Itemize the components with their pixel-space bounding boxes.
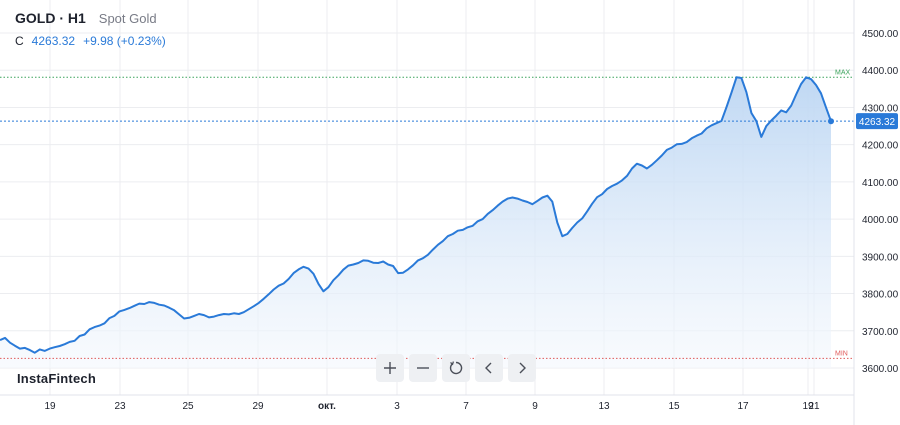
price-tick-label: 3600.00 xyxy=(862,364,899,375)
scroll-left-button[interactable] xyxy=(475,354,503,382)
time-tick-label: 21 xyxy=(808,401,820,412)
time-tick-label: 29 xyxy=(252,401,264,412)
time-tick-label: 13 xyxy=(598,401,610,412)
last-price-label: 4263.32 xyxy=(859,117,896,128)
price-line xyxy=(0,76,832,354)
symbol-label[interactable]: GOLD · H1 xyxy=(15,10,86,26)
minus-icon xyxy=(417,367,429,369)
zoom-out-button[interactable] xyxy=(409,354,437,382)
chart-overlays: MAX MIN 4263.32 xyxy=(828,69,898,357)
time-tick-label: 15 xyxy=(668,401,680,412)
time-tick-label: 19 xyxy=(44,401,56,412)
price-area-fill xyxy=(0,77,831,369)
price-tick-label: 4400.00 xyxy=(862,66,899,77)
scroll-right-button[interactable] xyxy=(508,354,536,382)
price-tick-label: 4000.00 xyxy=(862,215,899,226)
last-point-dot xyxy=(828,118,834,125)
plus-icon xyxy=(384,362,396,374)
quote-row: C 4263.32 +9.98 (+0.23%) xyxy=(15,34,166,48)
brand-logo: InstaFintech xyxy=(17,371,96,386)
quote-change: +9.98 (+0.23%) xyxy=(83,34,166,48)
price-axis[interactable]: 3600.00 3700.00 3800.00 3900.00 4000.00 4100.… xyxy=(862,29,899,375)
chart-header: GOLD · H1 Spot Gold C 4263.32 +9.98 (+0.… xyxy=(15,10,166,48)
quote-label: C xyxy=(15,34,24,48)
time-tick-label: 3 xyxy=(394,401,400,412)
time-tick-label: 9 xyxy=(532,401,538,412)
time-tick-label: 23 xyxy=(114,401,126,412)
price-tick-label: 3700.00 xyxy=(862,327,899,338)
zoom-in-button[interactable] xyxy=(376,354,404,382)
time-tick-label: 25 xyxy=(182,401,194,412)
price-tick-label: 4100.00 xyxy=(862,178,899,189)
chevron-left-icon xyxy=(485,362,492,374)
price-tick-label: 3900.00 xyxy=(862,252,899,263)
min-label: MIN xyxy=(835,350,848,357)
chart-toolbar xyxy=(376,354,536,382)
last-price-box xyxy=(856,113,898,130)
max-label: MAX xyxy=(835,69,851,76)
chevron-right-icon xyxy=(519,362,526,374)
quote-price: 4263.32 xyxy=(31,34,76,48)
price-tick-label: 4300.00 xyxy=(862,103,899,114)
price-tick-label: 4200.00 xyxy=(862,141,899,152)
time-tick-label: 7 xyxy=(463,401,469,412)
price-tick-label: 3800.00 xyxy=(862,290,899,301)
reset-button[interactable] xyxy=(442,354,470,382)
reset-icon xyxy=(449,361,463,375)
price-tick-label: 4500.00 xyxy=(862,29,899,40)
symbol-description: Spot Gold xyxy=(98,11,157,26)
time-tick-label: 17 xyxy=(737,401,749,412)
time-tick-label: окт. xyxy=(318,401,336,412)
time-tick-label: 19 xyxy=(802,401,814,412)
